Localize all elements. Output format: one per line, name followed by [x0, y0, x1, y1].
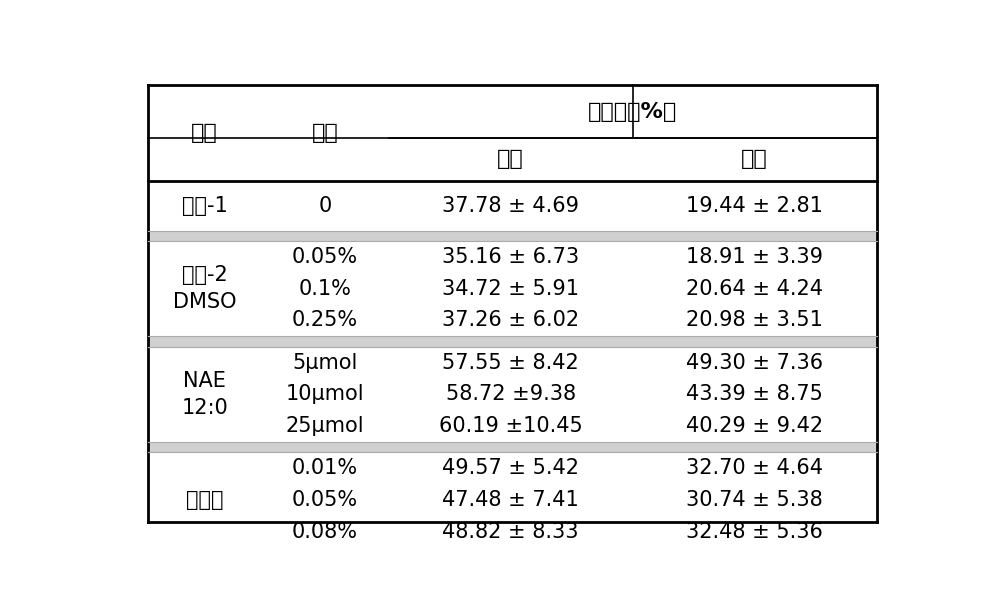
- Text: 43.39 ± 8.75: 43.39 ± 8.75: [686, 384, 823, 404]
- Bar: [148, 442, 877, 453]
- Text: 对照-2
DMSO: 对照-2 DMSO: [173, 266, 236, 312]
- Text: 0.1%: 0.1%: [298, 279, 351, 298]
- Text: 37.26 ± 6.02: 37.26 ± 6.02: [442, 310, 579, 331]
- Text: 34.72 ± 5.91: 34.72 ± 5.91: [442, 279, 579, 298]
- Text: 32.48 ± 5.36: 32.48 ± 5.36: [686, 522, 823, 542]
- Text: 57.55 ± 8.42: 57.55 ± 8.42: [442, 353, 579, 373]
- Text: 58.72 ±9.38: 58.72 ±9.38: [446, 384, 576, 404]
- Text: 19.44 ± 2.81: 19.44 ± 2.81: [686, 196, 823, 216]
- Text: 20.98 ± 3.51: 20.98 ± 3.51: [686, 310, 823, 331]
- Bar: [148, 230, 877, 241]
- Text: 60.19 ±10.45: 60.19 ±10.45: [439, 416, 583, 436]
- Text: 0: 0: [318, 196, 332, 216]
- Text: 0.05%: 0.05%: [292, 490, 358, 510]
- Text: 豌豆: 豌豆: [741, 149, 768, 170]
- Text: 48.82 ± 8.33: 48.82 ± 8.33: [442, 522, 579, 542]
- Bar: [148, 337, 877, 347]
- Text: 30.74 ± 5.38: 30.74 ± 5.38: [686, 490, 823, 510]
- Text: 10μmol: 10μmol: [286, 384, 364, 404]
- Text: 黄瓜: 黄瓜: [497, 149, 524, 170]
- Text: 正丁醇: 正丁醇: [186, 490, 223, 510]
- Text: 5μmol: 5μmol: [292, 353, 358, 373]
- Text: 49.30 ± 7.36: 49.30 ± 7.36: [686, 353, 823, 373]
- Text: 0.05%: 0.05%: [292, 247, 358, 267]
- Text: 32.70 ± 4.64: 32.70 ± 4.64: [686, 458, 823, 478]
- Text: 萌发率（%）: 萌发率（%）: [588, 101, 677, 122]
- Text: 18.91 ± 3.39: 18.91 ± 3.39: [686, 247, 823, 267]
- Text: 37.78 ± 4.69: 37.78 ± 4.69: [442, 196, 579, 216]
- Text: 0.25%: 0.25%: [292, 310, 358, 331]
- Text: 溶度: 溶度: [312, 124, 338, 143]
- Text: NAE
12:0: NAE 12:0: [181, 371, 228, 418]
- Text: 35.16 ± 6.73: 35.16 ± 6.73: [442, 247, 579, 267]
- Text: 20.64 ± 4.24: 20.64 ± 4.24: [686, 279, 823, 298]
- Text: 试剂: 试剂: [191, 124, 218, 143]
- Text: 25μmol: 25μmol: [286, 416, 364, 436]
- Text: 40.29 ± 9.42: 40.29 ± 9.42: [686, 416, 823, 436]
- Text: 0.08%: 0.08%: [292, 522, 358, 542]
- Text: 对照-1: 对照-1: [182, 196, 228, 216]
- Text: 0.01%: 0.01%: [292, 458, 358, 478]
- Text: 49.57 ± 5.42: 49.57 ± 5.42: [442, 458, 579, 478]
- Text: 47.48 ± 7.41: 47.48 ± 7.41: [442, 490, 579, 510]
